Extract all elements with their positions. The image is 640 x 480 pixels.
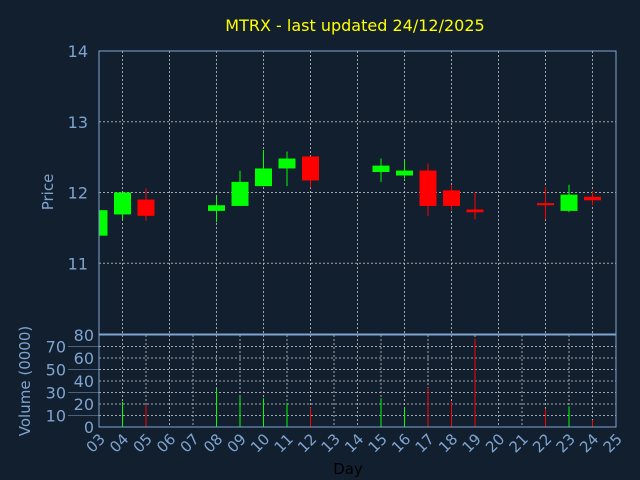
candle-body [208,205,225,211]
x-tick-label: 12 [294,430,320,456]
volume-tick-label: 30 [46,384,66,403]
x-tick-label: 20 [482,430,508,456]
x-tick-label: 17 [412,430,438,456]
x-tick-label: 14 [341,430,367,456]
volume-tick-label: 20 [74,395,94,414]
price-axis-label: Price [39,174,57,211]
volume-tick-label: 70 [46,338,66,357]
candle-body [137,199,155,216]
price-tick-label: 12 [68,184,88,203]
axes [98,50,617,428]
volume-tick-label: 40 [74,372,94,391]
x-tick-label: 22 [529,430,555,456]
x-tick-label: 25 [600,430,626,456]
price-tick-label: 13 [68,113,88,132]
candle-body [231,181,249,206]
candle-body [114,192,131,215]
x-tick-label: 10 [247,430,273,456]
x-tick-label: 18 [435,430,461,456]
volume-plot-frame [98,334,617,428]
x-tick-label: 13 [318,430,344,456]
volume-tick-label: 10 [46,407,66,426]
x-tick-label: 21 [506,430,532,456]
x-tick-label: 24 [576,430,602,456]
candle-body [372,165,390,172]
volume-bars [122,338,593,427]
candle-body [419,170,437,206]
x-tick-label: 19 [459,430,485,456]
candle-body [99,210,108,236]
candle-body [396,170,413,176]
gridlines [68,50,616,428]
candle-body [560,194,578,211]
x-tick-label: 11 [271,430,297,456]
candle-body [443,190,460,206]
volume-tick-label: 0 [84,418,94,437]
x-tick-label: 07 [177,430,203,456]
candle-body [278,158,296,169]
x-tick-label: 09 [224,430,250,456]
volume-tick-label: 50 [46,361,66,380]
candle-body [302,156,319,181]
tick-labels: 1112131401020304050607080030405060708091… [46,42,626,456]
x-tick-label: 04 [106,430,132,456]
volume-tick-label: 60 [74,349,94,368]
x-tick-label: 16 [388,430,414,456]
price-tick-label: 11 [68,254,88,273]
candles [98,150,601,236]
x-tick-label: 15 [365,430,391,456]
volume-axis-label: Volume (0000) [16,326,34,436]
candle-body [255,168,272,187]
x-tick-label: 08 [200,430,226,456]
chart-title: MTRX - last updated 24/12/2025 [225,16,484,35]
candle-body [466,209,484,213]
x-tick-label: 06 [153,430,179,456]
candle-body [584,196,601,201]
price-tick-label: 14 [68,42,88,61]
x-tick-label: 23 [553,430,579,456]
x-tick-label: 05 [130,430,156,456]
price-plot-frame [98,50,617,335]
volume-tick-label: 80 [74,326,94,345]
x-axis-label: Day [333,460,363,478]
candle-body [537,203,554,206]
